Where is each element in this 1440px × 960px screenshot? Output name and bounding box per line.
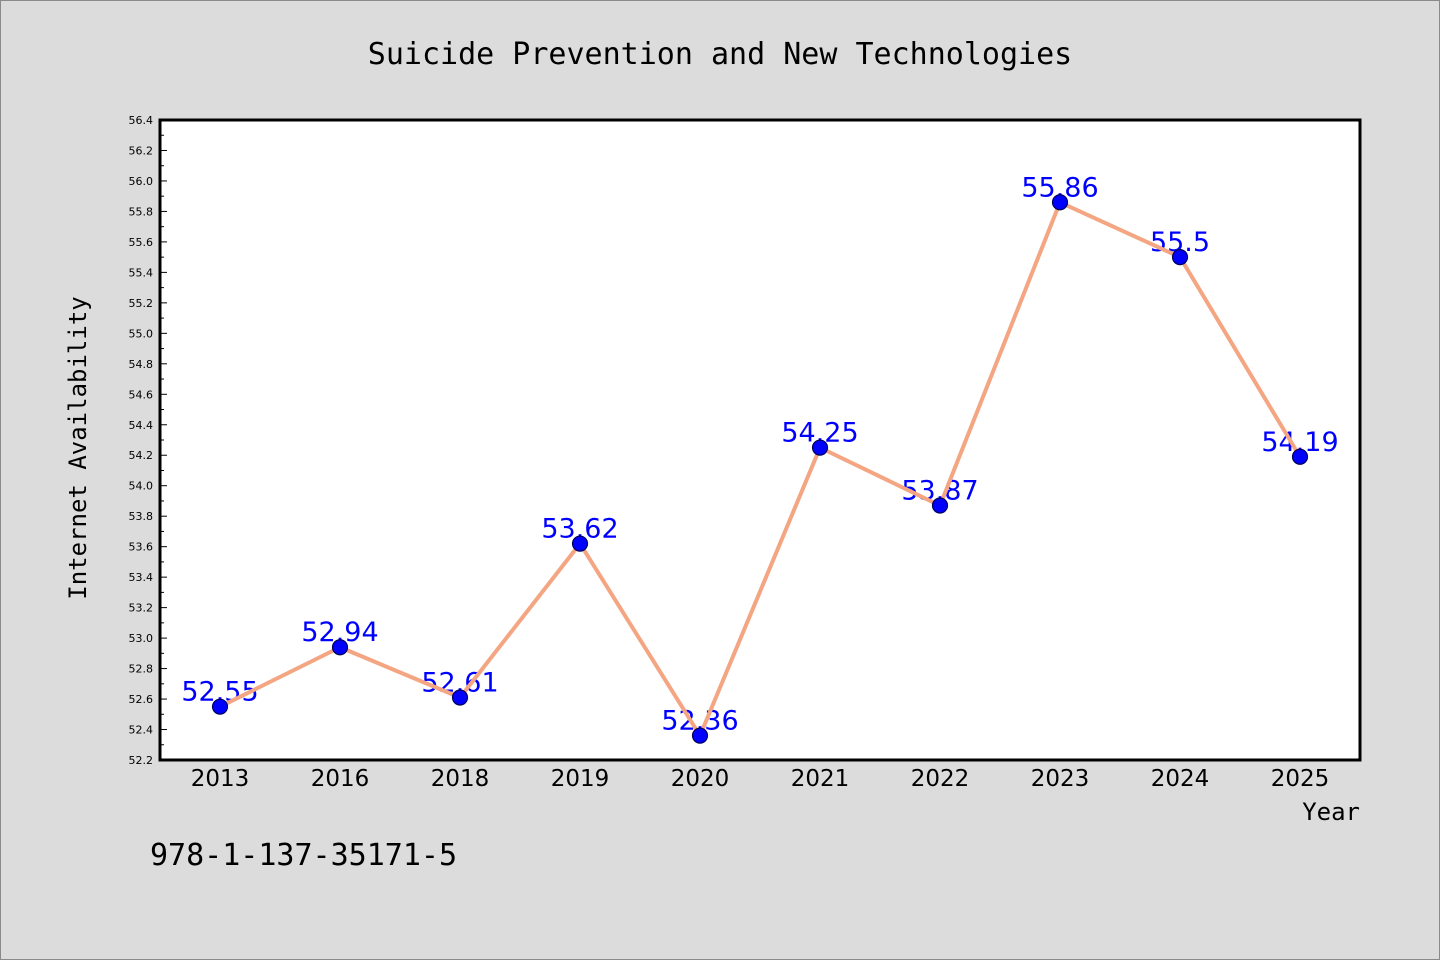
y-tick-label: 53.2 (129, 602, 154, 615)
x-tick-label-2022: 2022 (911, 766, 970, 792)
data-point-2022 (931, 497, 949, 514)
data-point-2019 (571, 535, 589, 552)
plot-area (160, 120, 1360, 760)
x-axis-label: Year (1302, 798, 1360, 826)
y-tick-label: 52.2 (129, 754, 154, 767)
x-tick-label-2021: 2021 (791, 766, 850, 792)
y-tick-label: 52.6 (129, 693, 154, 706)
y-tick-label: 56.4 (129, 114, 154, 127)
data-point-2016 (331, 639, 349, 656)
y-tick-label: 56.2 (129, 144, 154, 157)
data-point-2021 (811, 439, 829, 456)
markers-group (211, 194, 1309, 744)
chart-title: Suicide Prevention and New Technologies (368, 37, 1072, 72)
data-point-2018 (451, 689, 469, 706)
x-tick-label-2013: 2013 (191, 766, 250, 792)
y-tick-label: 54.6 (129, 388, 154, 401)
x-tick-label-2024: 2024 (1151, 766, 1210, 792)
caption: 978-1-137-35171-5 (150, 838, 457, 873)
series-line (218, 200, 1302, 738)
data-point-2013 (211, 698, 229, 715)
y-tick-label: 52.8 (129, 663, 154, 676)
data-point-2023 (1051, 194, 1069, 211)
x-tick-label-2025: 2025 (1271, 766, 1330, 792)
x-tick-label-2018: 2018 (431, 766, 490, 792)
x-tick-label-2020: 2020 (671, 766, 730, 792)
y-tick-label: 55.4 (129, 266, 154, 279)
x-tick-label-2019: 2019 (551, 766, 610, 792)
x-tick-label-2016: 2016 (311, 766, 370, 792)
y-tick-label: 55.0 (129, 327, 154, 340)
y-tick-label: 54.4 (129, 419, 154, 432)
y-axis: 52.2 52.4 52.6 52.8 53.0 53.2 53.4 53.6 53.8 54.0… (129, 114, 167, 767)
plot-frame (158, 118, 1362, 762)
x-tick-label-2023: 2023 (1031, 766, 1090, 792)
y-tick-label: 54.2 (129, 449, 154, 462)
y-tick-label: 54.0 (129, 480, 154, 493)
series-group (218, 200, 1302, 738)
data-point-2024 (1171, 249, 1189, 266)
x-axis: 2013 2016 2018 2019 2020 2021 2022 2023 2024 2025 (191, 766, 1330, 792)
y-tick-label: 53.8 (129, 510, 154, 523)
y-tick-label: 53.6 (129, 541, 154, 554)
y-tick-label: 54.8 (129, 358, 154, 371)
data-point-2020 (691, 727, 709, 744)
y-tick-label: 55.6 (129, 236, 154, 249)
y-tick-label: 55.8 (129, 205, 154, 218)
y-tick-label: 53.4 (129, 571, 154, 584)
y-tick-label: 56.0 (129, 175, 154, 188)
y-tick-label: 53.0 (129, 632, 154, 645)
y-tick-label: 55.2 (129, 297, 154, 310)
data-point-2025 (1291, 448, 1309, 465)
y-tick-label: 52.4 (129, 724, 154, 737)
y-axis-label: Internet Availability (64, 296, 92, 599)
